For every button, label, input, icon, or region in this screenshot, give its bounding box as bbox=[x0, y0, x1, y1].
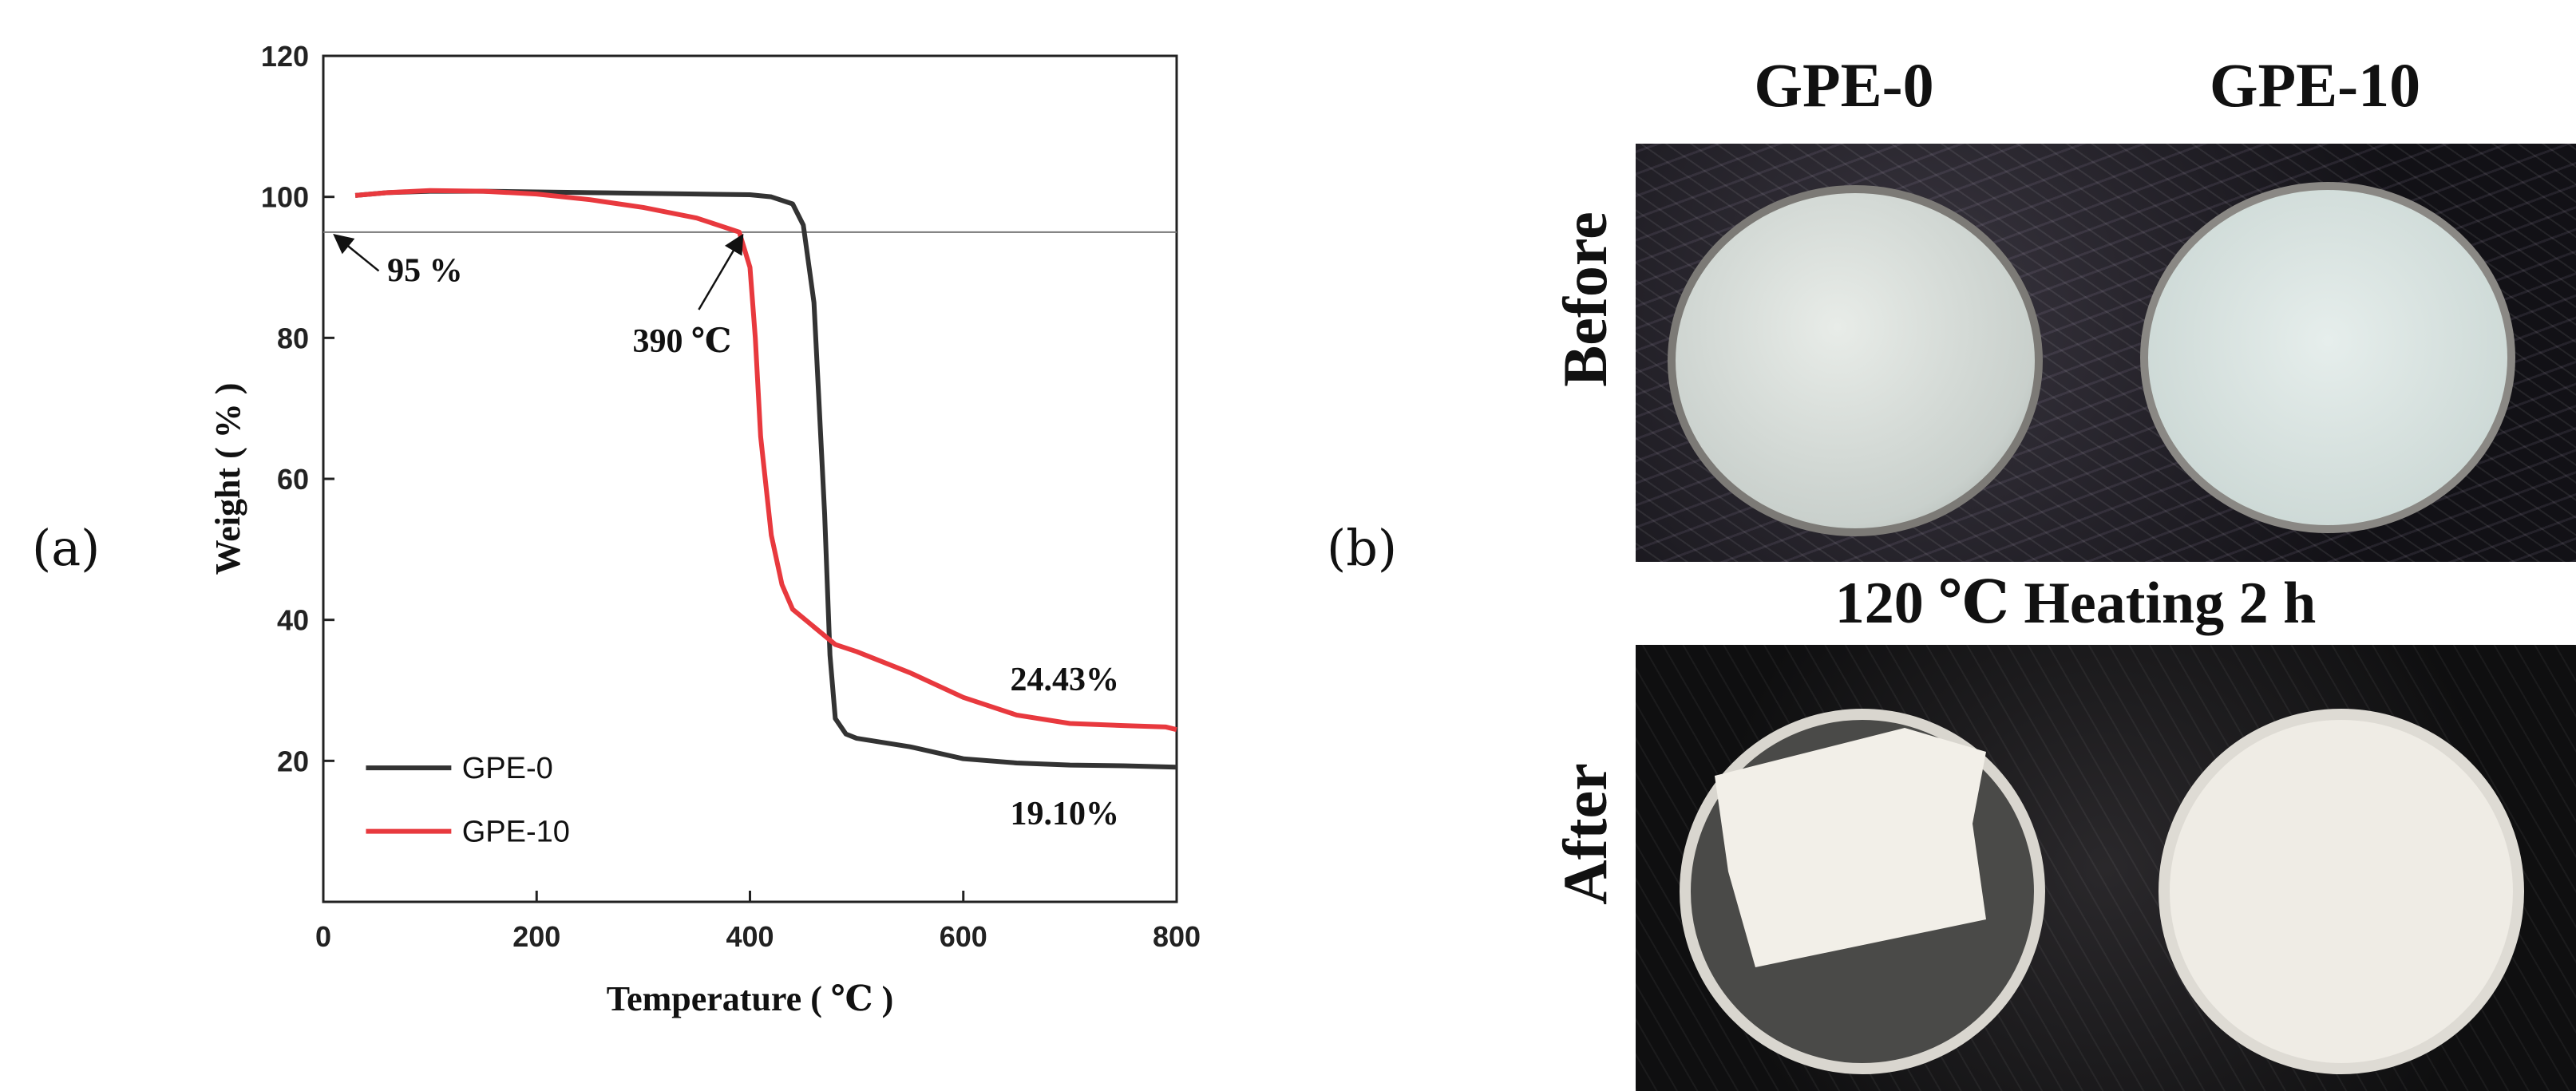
x-tick-label: 0 bbox=[315, 920, 331, 953]
photo-title-gpe-0: GPE-0 bbox=[1754, 50, 1934, 120]
panel-label-b: (b) bbox=[1327, 519, 1398, 577]
x-axis-title: Temperature ( ℃ ) bbox=[607, 979, 893, 1018]
x-tick-label: 400 bbox=[726, 920, 774, 953]
y-tick-label: 80 bbox=[277, 322, 309, 354]
photo-before-heating bbox=[1636, 144, 2576, 562]
arrow-390c bbox=[698, 233, 744, 310]
annotation-1: 390 ℃ bbox=[633, 323, 732, 360]
annotation-2: 24.43% bbox=[1010, 662, 1119, 698]
photo-title-gpe-10: GPE-10 bbox=[2209, 50, 2421, 120]
photo-after-heating bbox=[1636, 645, 2576, 1091]
shrunk-film bbox=[1715, 728, 1986, 967]
tga-chart: 0 200 400 600 800 20 40 60 80 100 120 Temperature (… bbox=[208, 40, 1201, 1018]
sample-disc-gpe-0-before bbox=[1668, 185, 2043, 536]
y-axis-title: Weight ( % ) bbox=[208, 383, 247, 575]
y-tick-label: 20 bbox=[277, 745, 309, 777]
x-tick-label: 800 bbox=[1153, 920, 1201, 953]
y-tick-label: 60 bbox=[277, 463, 309, 496]
arrow-95-percent bbox=[333, 233, 380, 272]
legend-label-gpe-0: GPE-0 bbox=[462, 752, 553, 785]
y-tick-label: 120 bbox=[261, 40, 309, 73]
plot-frame bbox=[322, 54, 1178, 903]
annotation-3: 19.10% bbox=[1010, 796, 1119, 832]
heating-caption: 120 ℃ Heating 2 h bbox=[1834, 571, 2317, 636]
sample-disc-gpe-0-after bbox=[1680, 709, 2045, 1074]
row-label-after: After bbox=[1550, 763, 1620, 905]
sample-disc-gpe-10-before bbox=[2140, 182, 2515, 533]
legend-label-gpe-10: GPE-10 bbox=[462, 816, 570, 849]
y-tick-label: 40 bbox=[277, 604, 309, 637]
series-line-gpe-10 bbox=[354, 188, 1177, 733]
x-tick-label: 200 bbox=[512, 920, 560, 953]
y-tick-label: 100 bbox=[261, 181, 309, 214]
annotation-0: 95 % bbox=[387, 253, 463, 290]
sample-disc-gpe-10-after bbox=[2159, 709, 2524, 1074]
x-tick-label: 600 bbox=[940, 920, 987, 953]
row-label-before: Before bbox=[1550, 211, 1620, 387]
panel-label-a: (a) bbox=[32, 519, 101, 577]
